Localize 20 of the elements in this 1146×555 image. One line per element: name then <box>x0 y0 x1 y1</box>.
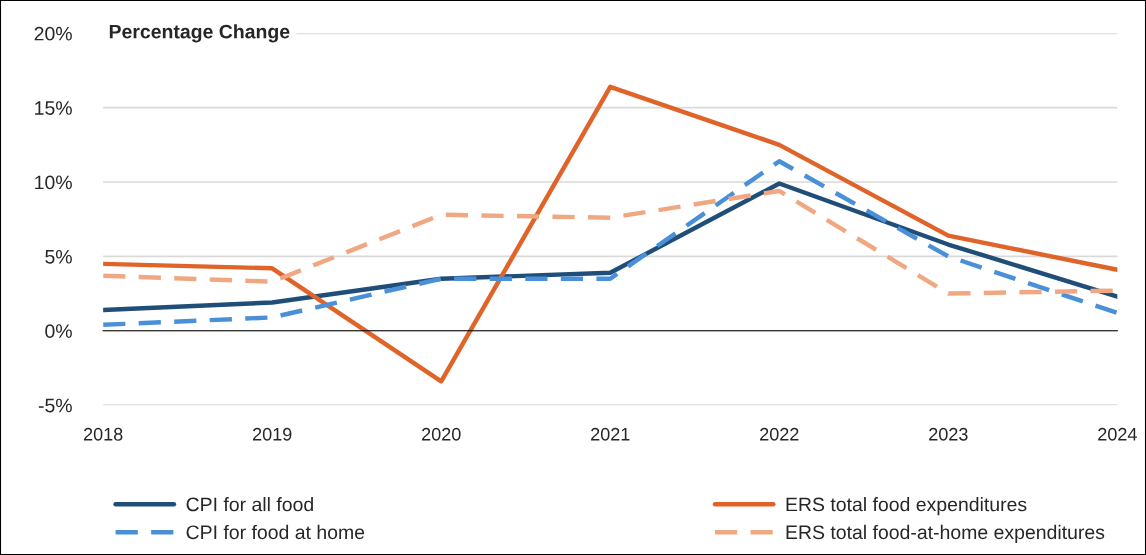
x-tick-label: 2020 <box>422 427 461 441</box>
x-tick-label: 2023 <box>929 427 968 441</box>
legend-label: CPI for all food <box>186 497 313 512</box>
y-tick-label: 10% <box>35 175 72 190</box>
y-tick-label: 0% <box>45 324 72 339</box>
y-tick-label: -5% <box>38 398 72 413</box>
y-tick-label: 5% <box>45 249 72 264</box>
y-tick-label: 20% <box>34 26 72 41</box>
x-tick-label: 2021 <box>591 427 630 441</box>
line-series <box>103 84 1118 384</box>
legend-label: ERS total food expenditures <box>786 497 1027 516</box>
line-series <box>103 159 1118 328</box>
x-tick-label: 2022 <box>760 427 799 441</box>
legend-label: CPI for food at home <box>186 524 365 540</box>
chart-title: Percentage Change <box>109 24 290 43</box>
x-tick-label: 2018 <box>83 427 123 441</box>
x-tick-label: 2024 <box>1098 427 1137 441</box>
legend-label: ERS total food-at-home expenditures <box>786 524 1105 543</box>
y-tick-label: 15% <box>35 101 72 115</box>
x-tick-label: 2019 <box>253 427 292 441</box>
